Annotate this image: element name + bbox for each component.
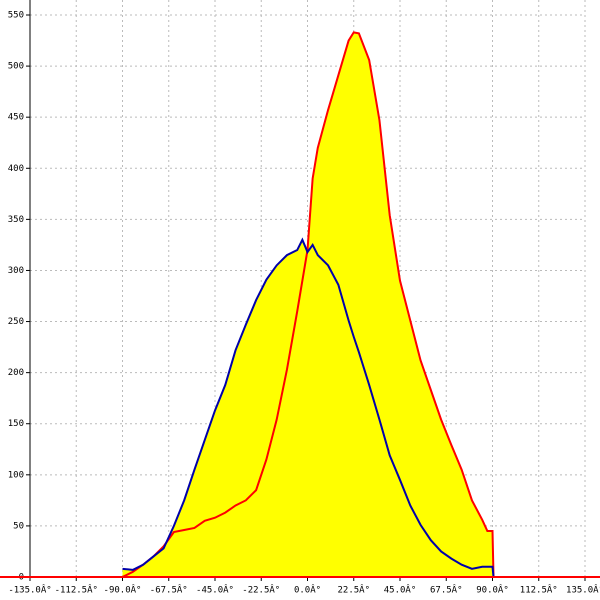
y-tick-label: 50 — [13, 521, 24, 531]
area — [122, 239, 494, 578]
y-tick-label: 300 — [8, 266, 24, 276]
y-tick-label: 350 — [8, 215, 24, 225]
x-tick-label: 135.0Â° — [566, 584, 600, 596]
x-tick-label: 0.0Â° — [294, 584, 321, 596]
y-tick-label: 200 — [8, 368, 24, 378]
y-tick-label: 150 — [8, 419, 24, 429]
y-tick-label: 500 — [8, 62, 24, 72]
x-tick-label: 112.5Â° — [520, 584, 558, 596]
line — [122, 237, 495, 578]
x-tick-label: -135.0Â° — [8, 584, 51, 596]
x-tick-label: -45.0Â° — [196, 584, 234, 596]
y-tick-label: 450 — [8, 113, 24, 123]
y-tick-label: 400 — [8, 164, 24, 174]
y-tick-label: 550 — [8, 11, 24, 21]
y-tick-label: 100 — [8, 470, 24, 480]
x-tick-label: 22.5Â° — [337, 584, 370, 596]
x-tick-label: 45.0Â° — [384, 584, 417, 596]
x-tick-label: -90.0Â° — [104, 584, 142, 596]
y-tick-label: 250 — [8, 317, 24, 327]
x-tick-label: -22.5Â° — [242, 584, 280, 596]
x-tick-label: 67.5Â° — [430, 584, 463, 596]
x-tick-label: -112.5Â° — [55, 584, 98, 596]
x-tick-label: -67.5Â° — [150, 584, 188, 596]
x-tick-label: 90.0Â° — [476, 584, 509, 596]
line — [122, 31, 495, 578]
